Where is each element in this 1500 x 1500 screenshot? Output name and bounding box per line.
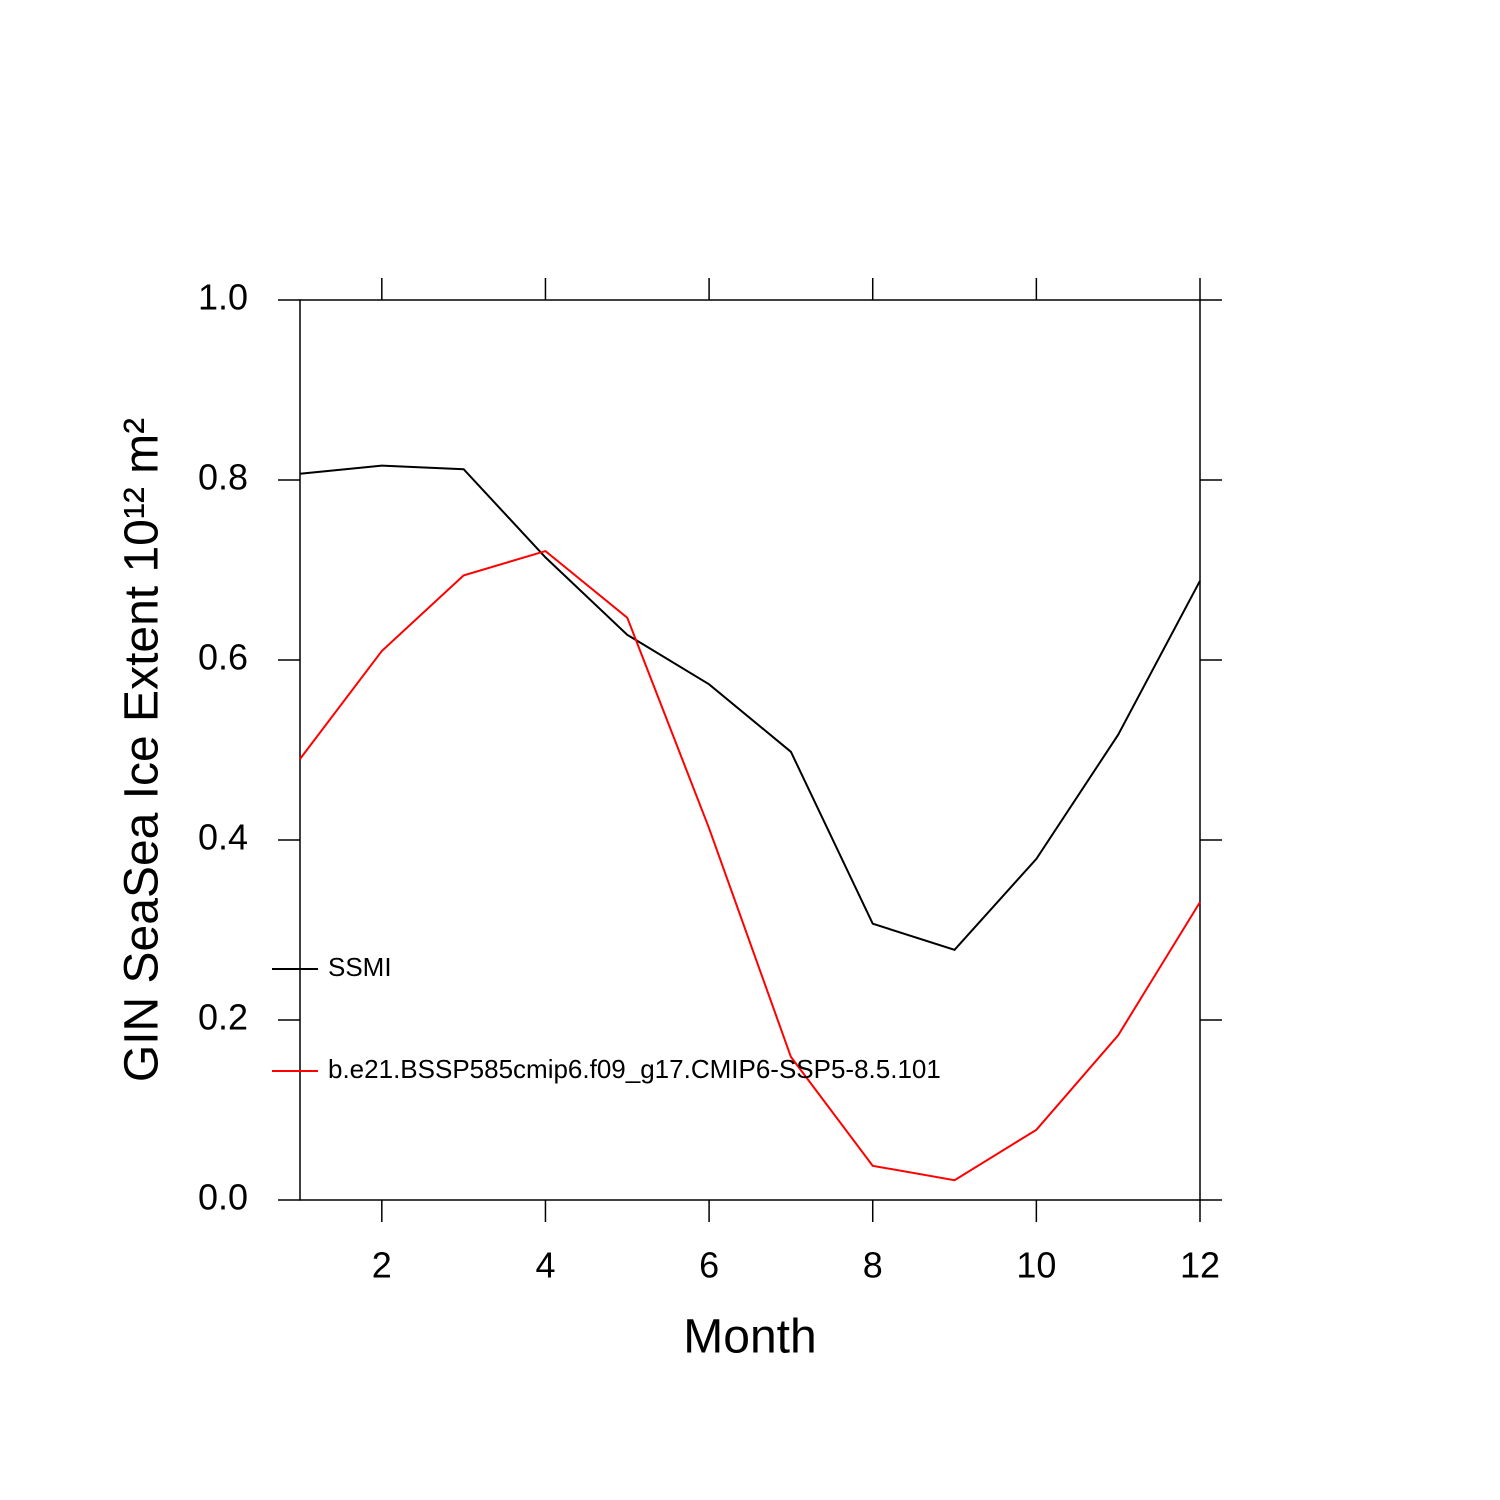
y-tick-label: 0.0 — [198, 1177, 248, 1218]
y-tick-label: 1.0 — [198, 277, 248, 318]
x-tick-label: 12 — [1180, 1245, 1220, 1286]
data-line — [299, 464, 1201, 951]
x-tick-label: 2 — [372, 1245, 392, 1286]
plot-frame — [299, 299, 1201, 1201]
x-tick-label: 10 — [1016, 1245, 1056, 1286]
y-tick-label: 0.2 — [198, 997, 248, 1038]
y-tick-label: 0.6 — [198, 637, 248, 678]
data-line — [299, 549, 1201, 1182]
x-tick-label: 6 — [699, 1245, 719, 1286]
x-tick-label: 4 — [535, 1245, 555, 1286]
x-tick-label: 8 — [863, 1245, 883, 1286]
x-axis-label: Month — [683, 1311, 816, 1364]
y-tick-label: 0.8 — [198, 457, 248, 498]
legend-label: b.e21.BSSP585cmip6.f09_g17.CMIP6-SSP5-8.… — [328, 1054, 941, 1084]
y-axis-label: GIN SeaSea Ice Extent 10¹² m² — [116, 418, 169, 1082]
y-tick-label: 0.4 — [198, 817, 248, 858]
legend-label: SSMI — [328, 952, 392, 982]
